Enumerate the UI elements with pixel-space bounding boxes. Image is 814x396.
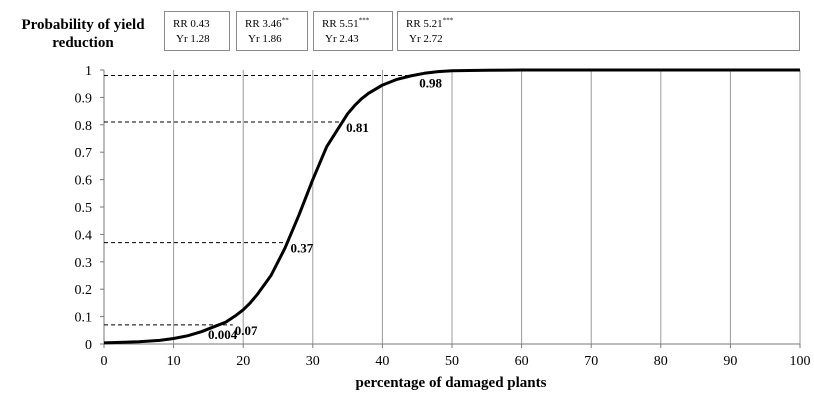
x-tick-label: 60 xyxy=(515,354,529,369)
x-tick-label: 30 xyxy=(306,354,320,369)
risk-box-4-rr: RR 5.21 xyxy=(406,18,443,30)
y-tick-label: 0.9 xyxy=(75,91,93,106)
y-tick-label: 0.6 xyxy=(75,174,93,189)
risk-box-2-yr: Yr 1.86 xyxy=(248,33,282,45)
y-tick-label: 0.3 xyxy=(75,256,93,271)
x-tick-label: 40 xyxy=(375,354,389,369)
annotation-0.81: 0.81 xyxy=(346,120,369,135)
risk-box-3-yr: Yr 2.43 xyxy=(325,33,359,45)
x-tick-label: 70 xyxy=(584,354,598,369)
risk-box-3: RR 5.51*** Yr 2.43 xyxy=(313,11,393,51)
x-axis-label: percentage of damaged plants xyxy=(356,375,547,391)
x-tick-label: 10 xyxy=(167,354,181,369)
annotation-0.004: 0.004 xyxy=(208,327,238,342)
annotation-0.07: 0.07 xyxy=(235,323,258,338)
y-tick-label: 0 xyxy=(85,338,92,353)
y-tick-label: 0.1 xyxy=(75,311,93,326)
y-tick-label: 0.7 xyxy=(75,146,93,161)
risk-box-2: RR 3.46** Yr 1.86 xyxy=(236,11,308,51)
x-tick-label: 100 xyxy=(790,354,811,369)
y-tick-label: 0.5 xyxy=(75,201,93,216)
annotation-0.98: 0.98 xyxy=(419,75,442,90)
y-tick-label: 0.2 xyxy=(75,283,93,298)
tick-labels: 00.10.20.30.40.50.60.70.80.910 10 20 30 40 50… xyxy=(75,64,811,369)
axes xyxy=(100,69,801,348)
y-tick-label: 0.4 xyxy=(75,228,93,243)
y-tick-label: 1 xyxy=(85,64,92,79)
x-tick-label: 90 xyxy=(723,354,737,369)
x-tick-label: 0 xyxy=(101,354,108,369)
risk-box-1: RR 0.43 Yr 1.28 xyxy=(164,11,230,51)
annotation-0.37: 0.37 xyxy=(290,241,313,256)
y-tick-label: 0.8 xyxy=(75,119,93,134)
x-tick-label: 50 xyxy=(445,354,459,369)
risk-box-2-sig: ** xyxy=(281,16,289,25)
curve-layer xyxy=(103,68,800,345)
x-tick-label: 20 xyxy=(236,354,250,369)
y-axis-label: Probability of yield reduction xyxy=(21,17,145,51)
guide-lines xyxy=(104,74,418,326)
risk-box-4-sig: *** xyxy=(442,16,454,25)
probability-curve xyxy=(103,68,800,345)
risk-box-2-rr: RR 3.46 xyxy=(245,18,282,30)
gridlines xyxy=(173,70,801,344)
risk-box-3-sig: *** xyxy=(358,16,370,25)
risk-box-3-rr: RR 5.51 xyxy=(322,18,359,30)
risk-box-1-yr: Yr 1.28 xyxy=(176,33,210,45)
risk-box-4: RR 5.21*** Yr 2.72 xyxy=(397,11,800,51)
x-tick-label: 80 xyxy=(654,354,668,369)
risk-box-1-rr: RR 0.43 xyxy=(173,18,210,30)
risk-box-4-yr: Yr 2.72 xyxy=(409,33,443,45)
